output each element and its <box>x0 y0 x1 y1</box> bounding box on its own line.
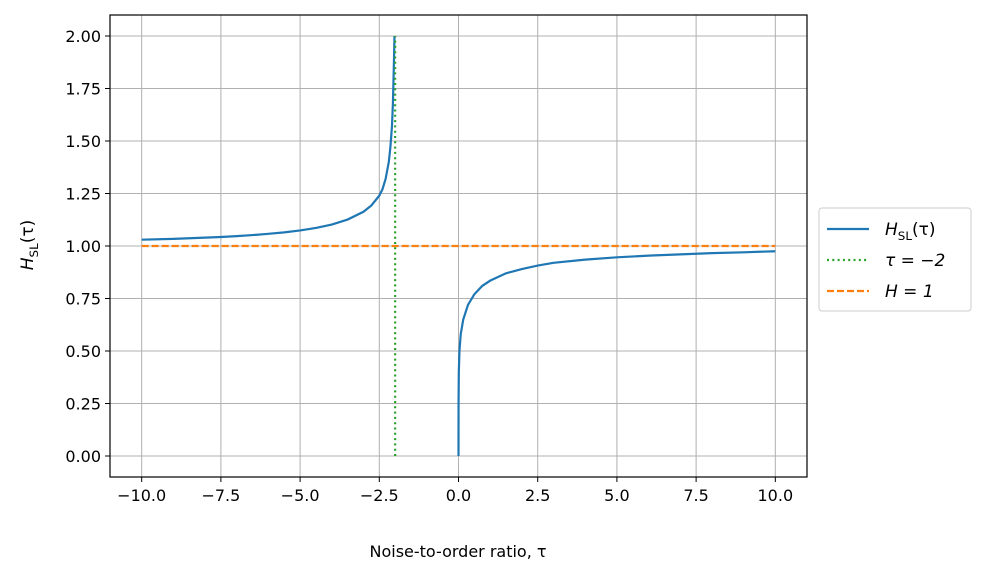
x-tick-label: 10.0 <box>758 486 794 505</box>
y-tick-label: 1.50 <box>65 132 101 151</box>
x-tick-label: 7.5 <box>683 486 708 505</box>
x-tick-label: −2.5 <box>360 486 399 505</box>
legend: HSL(τ) τ = −2 H = 1 <box>818 207 972 312</box>
y-tick-label: 1.25 <box>65 185 101 204</box>
y-tick-label: 0.25 <box>65 395 101 414</box>
y-axis-label: HSL(τ) <box>18 220 41 270</box>
y-tick-label: 0.00 <box>65 447 101 466</box>
y-tick-label: 0.75 <box>65 290 101 309</box>
y-tick-label: 1.75 <box>65 80 101 99</box>
plot-frame <box>109 14 808 478</box>
y-tick-label: 2.00 <box>65 27 101 46</box>
series-line <box>457 250 776 457</box>
x-tick-label: −10.0 <box>117 486 166 505</box>
x-axis: −10.0 −7.5 −5.0 −2.5 0.0 2.5 5.0 7.5 10.0 <box>117 477 793 505</box>
x-tick-label: 5.0 <box>604 486 629 505</box>
x-tick-label: 0.0 <box>446 486 471 505</box>
y-tick-label: 1.00 <box>65 237 101 256</box>
legend-label: H = 1 <box>885 282 934 302</box>
x-tick-label: −7.5 <box>201 486 240 505</box>
series-line <box>141 35 396 241</box>
y-tick-label: 0.50 <box>65 342 101 361</box>
x-tick-label: −5.0 <box>281 486 320 505</box>
legend-label: HSL(τ) <box>885 220 935 243</box>
x-tick-label: 2.5 <box>525 486 550 505</box>
series-lines <box>141 35 776 457</box>
legend-box <box>818 207 972 312</box>
x-axis-label: Noise-to-order ratio, τ <box>369 542 546 561</box>
legend-label: τ = −2 <box>885 251 945 271</box>
y-axis: 0.00 0.25 0.50 0.75 1.00 1.25 1.50 1.75 2.00 <box>65 27 110 466</box>
